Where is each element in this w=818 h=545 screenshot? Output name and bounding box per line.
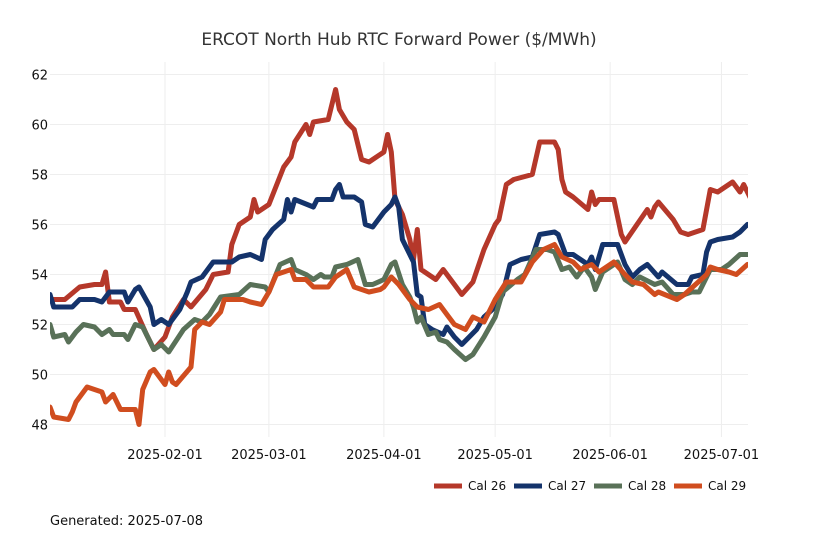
- y-tick-label: 58: [31, 169, 48, 184]
- series-line-cal-26: [50, 87, 748, 352]
- x-tick-label: 2025-02-01: [127, 448, 203, 463]
- y-tick-label: 48: [31, 419, 48, 434]
- y-axis-ticks: 48 50 52 54 56 58 60 62: [31, 69, 48, 434]
- legend-label: Cal 26: [468, 479, 506, 493]
- y-tick-label: 52: [31, 319, 48, 334]
- y-tick-label: 62: [31, 69, 48, 84]
- series-line-cal-28: [50, 247, 748, 362]
- y-tick-label: 56: [31, 219, 48, 234]
- x-tick-label: 2025-07-01: [684, 448, 760, 463]
- series-line-cal-29: [50, 242, 748, 427]
- legend-label: Cal 28: [628, 479, 666, 493]
- x-tick-label: 2025-05-01: [457, 448, 533, 463]
- x-tick-label: 2025-03-01: [231, 448, 307, 463]
- legend-label: Cal 27: [548, 479, 586, 493]
- y-tick-label: 60: [31, 119, 48, 134]
- y-tick-label: 50: [31, 369, 48, 384]
- y-tick-label: 54: [31, 269, 48, 284]
- series-line-cal-27: [50, 182, 748, 347]
- chart-title: ERCOT North Hub RTC Forward Power ($/MWh…: [201, 30, 596, 50]
- legend-label: Cal 29: [708, 479, 746, 493]
- grid-lines: [50, 62, 748, 437]
- x-tick-label: 2025-04-01: [346, 448, 422, 463]
- x-axis-ticks: 2025-02-01 2025-03-01 2025-04-01 2025-05-01…: [127, 448, 759, 463]
- legend: Cal 26 Cal 27 Cal 28 Cal 29: [434, 479, 746, 493]
- generated-footnote: Generated: 2025-07-08: [50, 514, 203, 529]
- x-tick-label: 2025-06-01: [572, 448, 648, 463]
- series-lines: [50, 87, 748, 427]
